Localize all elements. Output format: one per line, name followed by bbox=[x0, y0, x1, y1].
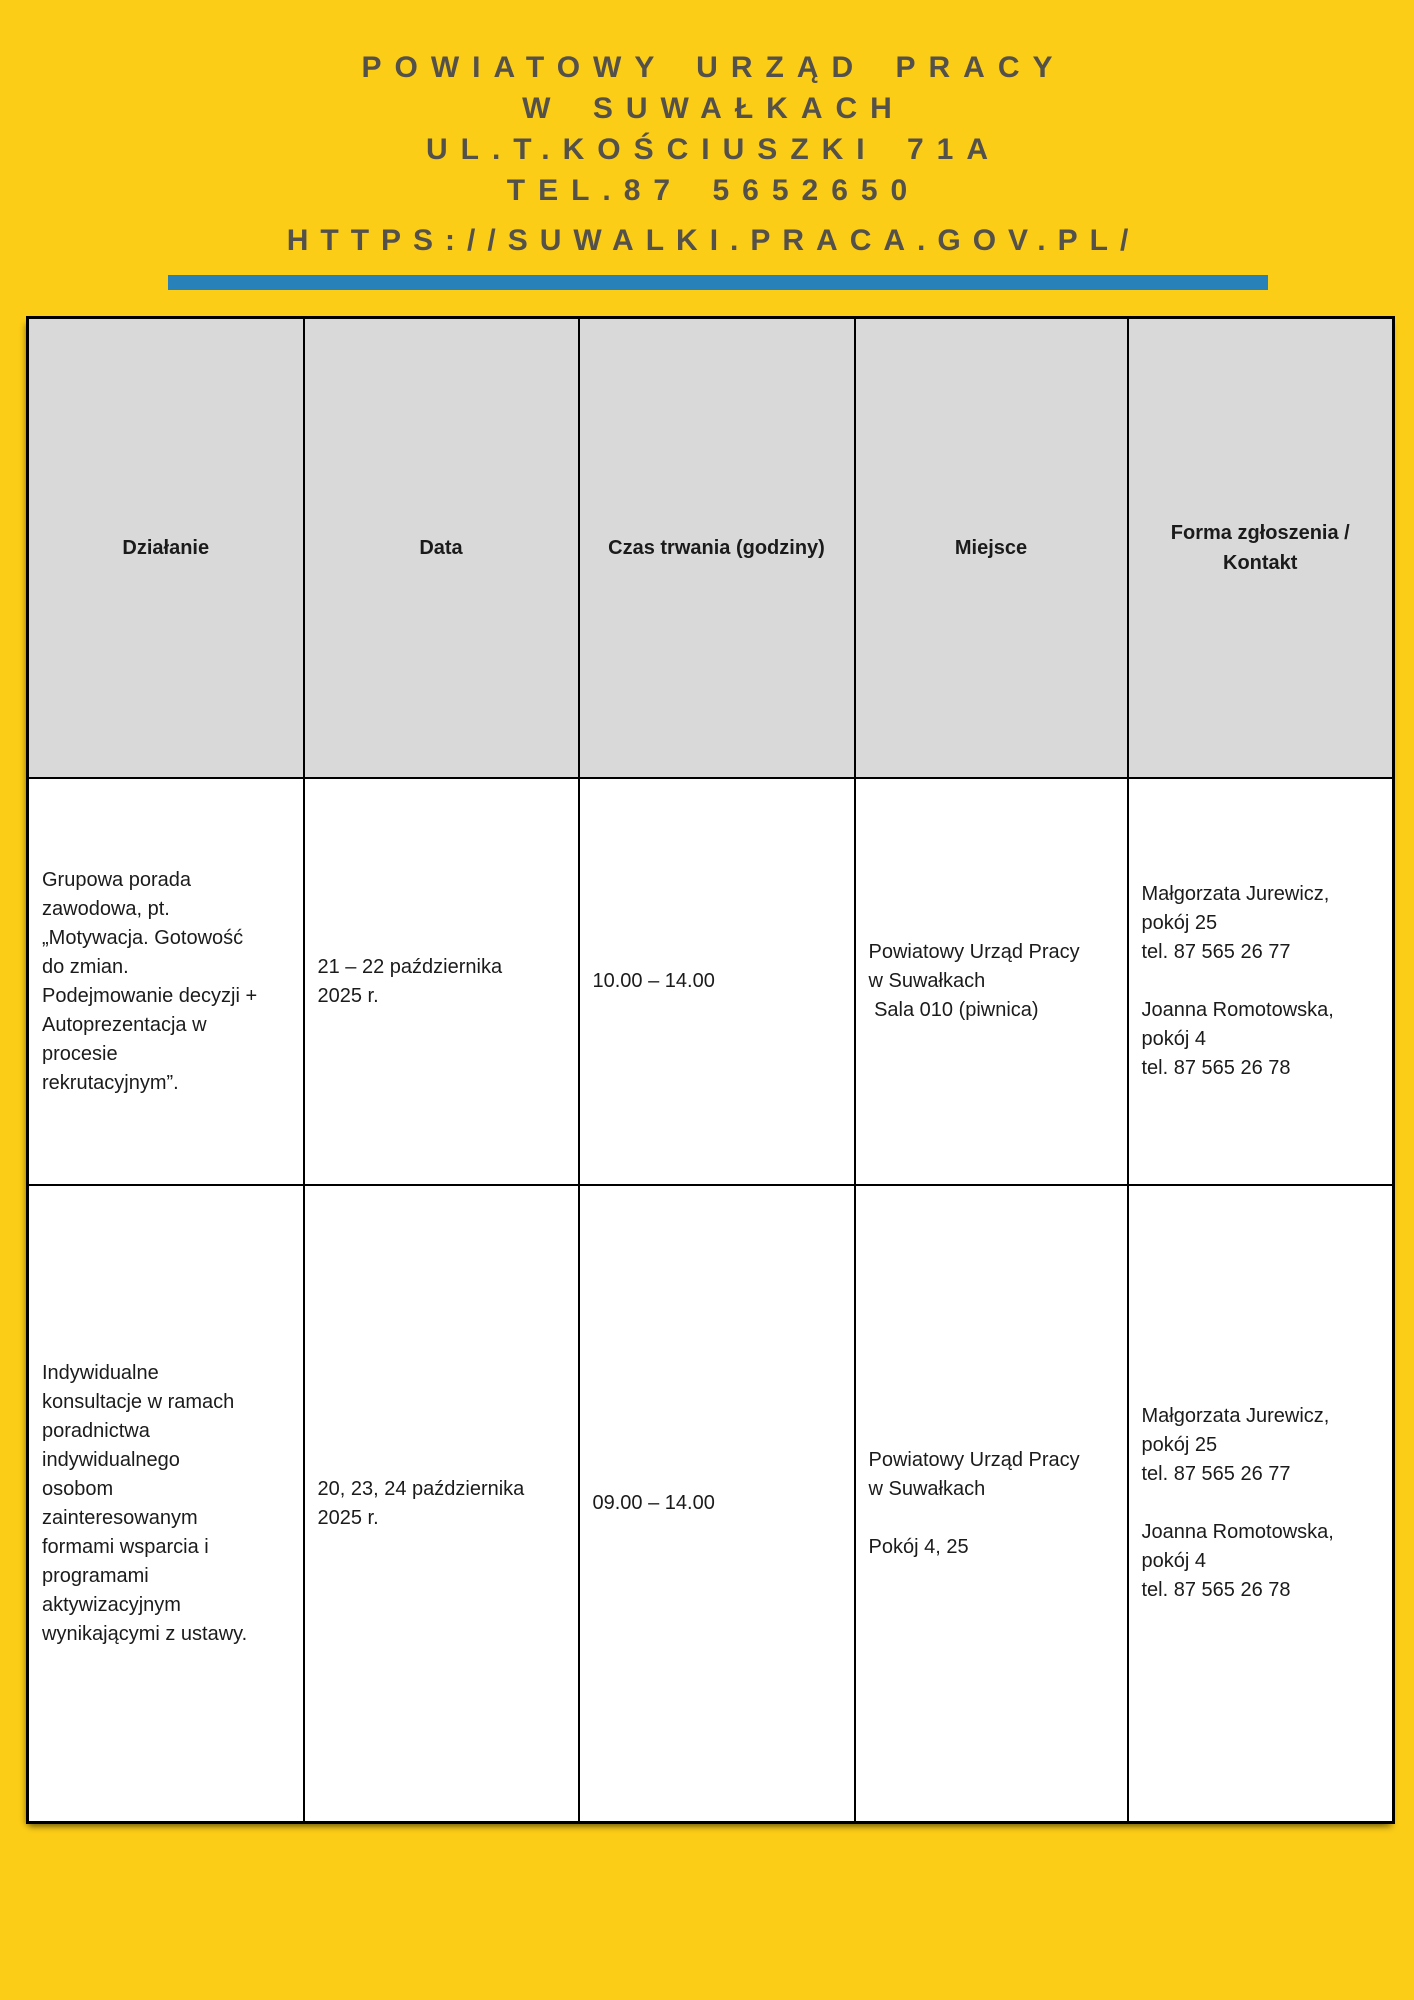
header-phone: TEL.87 5652650 bbox=[506, 174, 921, 207]
cell-czas-trwania: 09.00 – 14.00 bbox=[577, 1184, 856, 1824]
cell-dzialanie: Indywidualne konsultacje w ramach poradn… bbox=[26, 1184, 305, 1824]
table-header-row: Działanie Data Czas trwania (godziny) Mi… bbox=[26, 316, 1395, 779]
column-header-dzialanie: Działanie bbox=[26, 316, 305, 779]
header-website-link[interactable]: HTTPS://SUWALKI.PRACA.GOV.PL/ bbox=[286, 224, 1141, 257]
divider-bar bbox=[168, 275, 1268, 290]
column-header-forma-zgloszenia-kontakt: Forma zgłoszenia / Kontakt bbox=[1126, 316, 1395, 779]
cell-data: 21 – 22 października 2025 r. bbox=[302, 777, 580, 1186]
table-row: Indywidualne konsultacje w ramach poradn… bbox=[26, 1184, 1395, 1824]
cell-dzialanie: Grupowa porada zawodowa, pt. „Motywacja.… bbox=[26, 777, 305, 1186]
cell-kontakt: Małgorzata Jurewicz, pokój 25 tel. 87 56… bbox=[1126, 1184, 1395, 1824]
column-header-czas-trwania: Czas trwania (godziny) bbox=[577, 316, 856, 779]
column-header-miejsce: Miejsce bbox=[853, 316, 1129, 779]
header-org-city: W SUWAŁKACH bbox=[522, 92, 905, 125]
schedule-table: Działanie Data Czas trwania (godziny) Mi… bbox=[26, 316, 1395, 1824]
table-row: Grupowa porada zawodowa, pt. „Motywacja.… bbox=[26, 777, 1395, 1186]
cell-miejsce: Powiatowy Urząd Pracy w Suwałkach Pokój … bbox=[853, 1184, 1129, 1824]
cell-miejsce: Powiatowy Urząd Pracy w Suwałkach Sala 0… bbox=[853, 777, 1129, 1186]
header-org-name: POWIATOWY URZĄD PRACY bbox=[361, 51, 1066, 84]
header-address: UL.T.KOŚCIUSZKI 71A bbox=[425, 133, 1002, 166]
header: POWIATOWY URZĄD PRACY W SUWAŁKACH UL.T.K… bbox=[0, 0, 1414, 261]
cell-data: 20, 23, 24 października 2025 r. bbox=[302, 1184, 580, 1824]
column-header-data: Data bbox=[302, 316, 580, 779]
cell-czas-trwania: 10.00 – 14.00 bbox=[577, 777, 856, 1186]
cell-kontakt: Małgorzata Jurewicz, pokój 25 tel. 87 56… bbox=[1126, 777, 1395, 1186]
